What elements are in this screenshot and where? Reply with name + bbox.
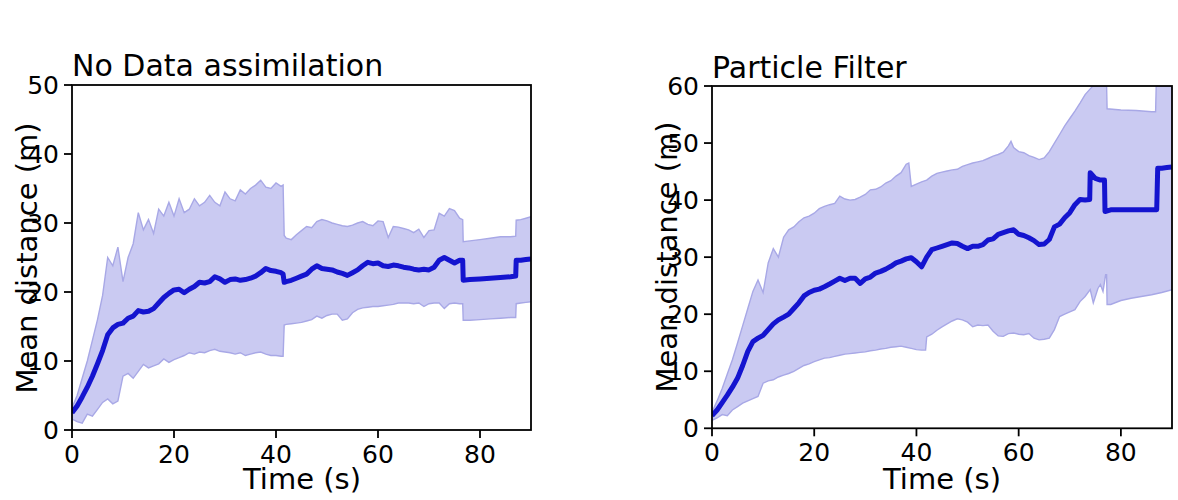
x-tick-label: 60	[362, 440, 394, 469]
y-tick-label: 0	[683, 414, 699, 443]
x-tick-label: 80	[1105, 438, 1137, 467]
y-tick-label: 0	[43, 416, 59, 445]
chart-title-left: No Data assimilation	[72, 50, 383, 82]
y-axis-label-right: Mean distance (m)	[652, 121, 682, 392]
x-tick-label: 0	[64, 440, 80, 469]
x-tick-label: 20	[798, 438, 830, 467]
chart-title-right: Particle Filter	[712, 52, 907, 84]
x-axis-label-right: Time (s)	[883, 464, 1001, 494]
figure-canvas: 0204060800102030405002040608001020304050…	[0, 0, 1178, 500]
confidence-band	[712, 86, 1172, 420]
confidence-band	[72, 180, 531, 423]
x-tick-label: 60	[1003, 438, 1035, 467]
y-tick-label: 60	[667, 72, 699, 101]
x-tick-label: 20	[158, 440, 190, 469]
y-axis-label-left: Mean distance (m)	[12, 122, 42, 393]
y-tick-label: 50	[27, 71, 59, 100]
x-tick-label: 0	[704, 438, 720, 467]
x-axis-label-left: Time (s)	[243, 464, 361, 494]
x-tick-label: 80	[464, 440, 496, 469]
